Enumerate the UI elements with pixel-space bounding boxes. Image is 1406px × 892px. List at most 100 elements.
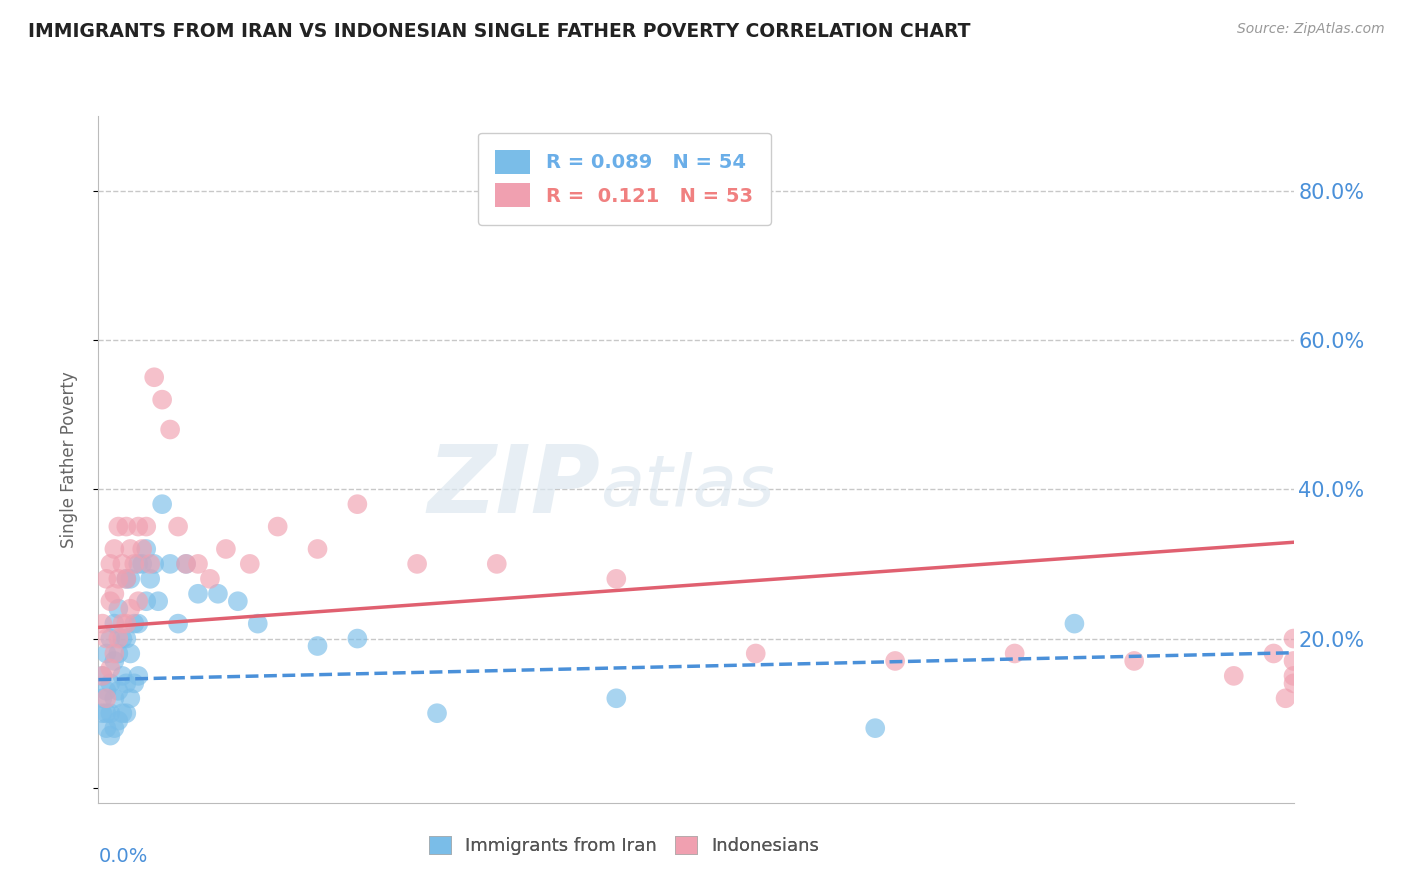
Point	[100, 676, 122, 690]
Point	[124, 676, 146, 690]
Point	[115, 519, 138, 533]
Point	[111, 616, 134, 631]
Point	[103, 721, 125, 735]
Point	[96, 632, 118, 646]
Point	[115, 572, 138, 586]
Point	[148, 594, 170, 608]
Point	[124, 557, 146, 571]
Point	[135, 541, 157, 556]
Point	[485, 557, 508, 571]
Point	[120, 601, 142, 615]
Point	[107, 601, 129, 615]
Y-axis label: Single Father Poverty: Single Father Poverty	[59, 371, 77, 548]
Point	[167, 616, 190, 631]
Point	[103, 587, 125, 601]
Point	[107, 572, 129, 586]
Point	[107, 647, 129, 661]
Point	[239, 557, 262, 571]
Point	[91, 669, 114, 683]
Point	[111, 632, 134, 646]
Point	[100, 706, 122, 721]
Point	[127, 519, 149, 533]
Text: ZIP: ZIP	[427, 441, 600, 533]
Point	[426, 706, 449, 721]
Point	[120, 541, 142, 556]
Point	[1063, 616, 1085, 631]
Point	[111, 557, 134, 571]
Point	[1004, 647, 1026, 661]
Point	[131, 557, 153, 571]
Point	[1222, 669, 1246, 683]
Point	[207, 587, 229, 601]
Point	[127, 557, 149, 571]
Point	[187, 587, 209, 601]
Point	[107, 683, 129, 698]
Point	[91, 616, 114, 631]
Point	[115, 706, 138, 721]
Point	[605, 691, 627, 706]
Point	[100, 729, 122, 743]
Point	[127, 669, 149, 683]
Point	[267, 519, 290, 533]
Point	[124, 616, 146, 631]
Point	[103, 691, 125, 706]
Point	[127, 616, 149, 631]
Point	[159, 557, 181, 571]
Point	[150, 497, 173, 511]
Point	[103, 616, 125, 631]
Point	[745, 647, 768, 661]
Point	[215, 541, 238, 556]
Point	[159, 423, 181, 437]
Point	[863, 721, 887, 735]
Point	[100, 557, 122, 571]
Point	[96, 721, 118, 735]
Point	[127, 594, 149, 608]
Point	[115, 572, 138, 586]
Point	[1282, 676, 1305, 690]
Point	[100, 632, 122, 646]
Point	[187, 557, 209, 571]
Point	[1282, 669, 1305, 683]
Point	[1263, 647, 1285, 661]
Point	[307, 541, 329, 556]
Point	[131, 541, 153, 556]
Point	[96, 572, 118, 586]
Point	[135, 519, 157, 533]
Point	[91, 669, 114, 683]
Point	[103, 647, 125, 661]
Point	[96, 706, 118, 721]
Point	[107, 519, 129, 533]
Point	[115, 616, 138, 631]
Point	[346, 632, 368, 646]
Point	[96, 647, 118, 661]
Point	[111, 669, 134, 683]
Text: atlas: atlas	[600, 452, 775, 521]
Point	[246, 616, 269, 631]
Point	[143, 557, 166, 571]
Point	[103, 654, 125, 668]
Point	[406, 557, 429, 571]
Point	[1274, 691, 1296, 706]
Point	[139, 557, 162, 571]
Point	[100, 661, 122, 675]
Text: Source: ZipAtlas.com: Source: ZipAtlas.com	[1237, 22, 1385, 37]
Point	[143, 370, 166, 384]
Point	[307, 639, 329, 653]
Point	[115, 632, 138, 646]
Point	[91, 706, 114, 721]
Point	[135, 594, 157, 608]
Point	[120, 691, 142, 706]
Point	[1282, 632, 1305, 646]
Point	[884, 654, 907, 668]
Point	[174, 557, 197, 571]
Point	[1123, 654, 1146, 668]
Point	[174, 557, 197, 571]
Point	[91, 691, 114, 706]
Point	[107, 714, 129, 728]
Point	[1282, 654, 1305, 668]
Point	[605, 572, 627, 586]
Text: IMMIGRANTS FROM IRAN VS INDONESIAN SINGLE FATHER POVERTY CORRELATION CHART: IMMIGRANTS FROM IRAN VS INDONESIAN SINGL…	[28, 22, 970, 41]
Point	[346, 497, 368, 511]
Point	[103, 541, 125, 556]
Point	[100, 594, 122, 608]
